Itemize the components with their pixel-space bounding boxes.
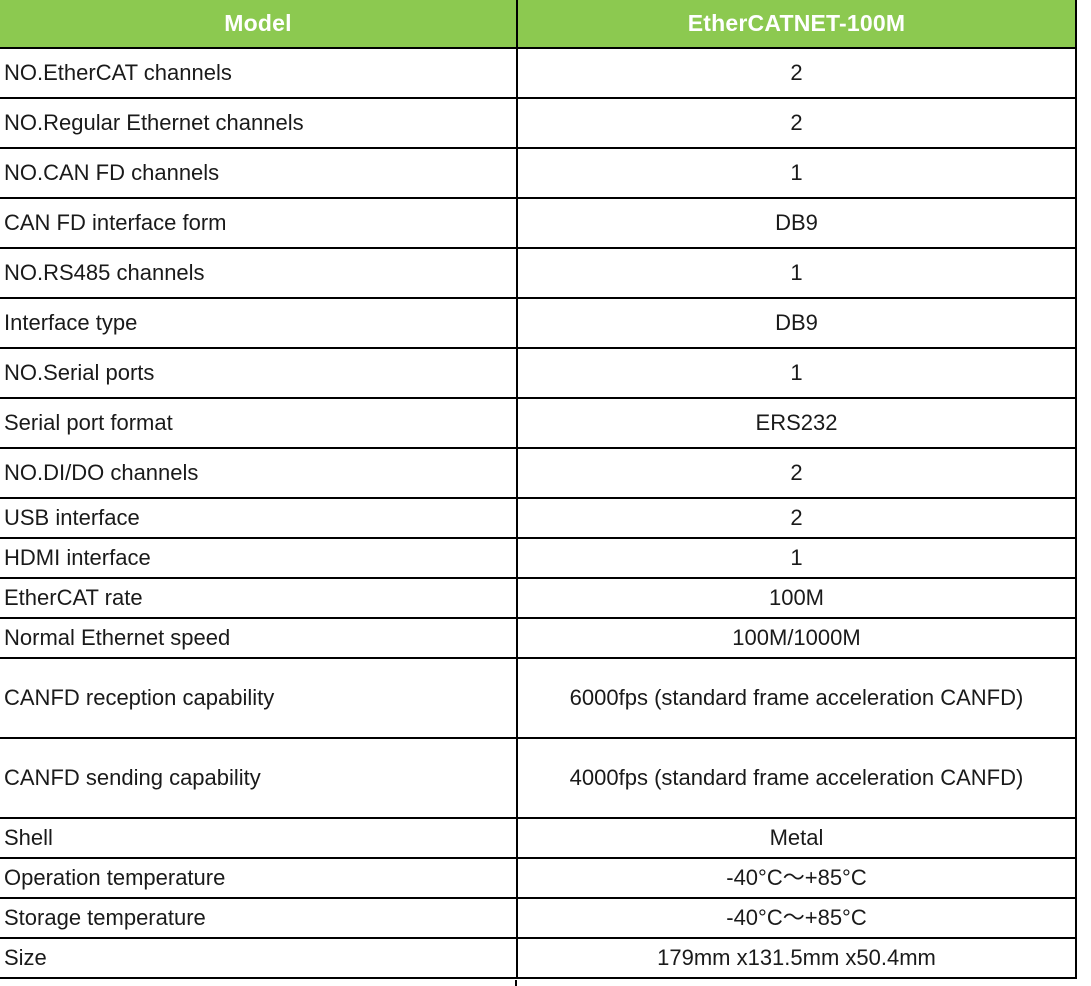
table-row: CANFD sending capability 4000fps (standar… bbox=[0, 738, 1077, 819]
spec-value-cell: 179mm x131.5mm x50.4mm bbox=[517, 938, 1077, 979]
table-row: CANFD reception capability 6000fps (stand… bbox=[0, 658, 1077, 739]
table-row: NO.Regular Ethernet channels 2 bbox=[0, 98, 1077, 149]
table-body: NO.EtherCAT channels 2 NO.Regular Ethernet… bbox=[0, 48, 1077, 979]
spec-value-cell: 2 bbox=[517, 498, 1077, 539]
spec-parameter-cell: NO.RS485 channels bbox=[0, 248, 518, 299]
spec-parameter-cell: NO.EtherCAT channels bbox=[0, 48, 518, 99]
spec-value-cell: 1 bbox=[517, 348, 1077, 399]
spec-parameter-cell: Interface type bbox=[0, 298, 518, 349]
spec-value-cell: -40°C～+85°C bbox=[517, 898, 1077, 939]
table-row: NO.RS485 channels 1 bbox=[0, 248, 1077, 299]
spec-value-cell: 100M/1000M bbox=[517, 618, 1077, 659]
spec-value-cell: 2 bbox=[517, 98, 1077, 149]
spec-parameter-cell: CANFD sending capability bbox=[0, 738, 518, 819]
spec-parameter-cell: Normal Ethernet speed bbox=[0, 618, 518, 659]
table-row: Operation temperature -40°C～+85°C bbox=[0, 858, 1077, 899]
column-divider-stub bbox=[515, 980, 517, 986]
table-header: Model EtherCATNET-100M bbox=[0, 0, 1077, 49]
column-header-product: EtherCATNET-100M bbox=[517, 0, 1077, 49]
spec-value-cell: DB9 bbox=[517, 198, 1077, 249]
spec-parameter-cell: NO.DI/DO channels bbox=[0, 448, 518, 499]
table-row: Size 179mm x131.5mm x50.4mm bbox=[0, 938, 1077, 979]
spec-value-cell: DB9 bbox=[517, 298, 1077, 349]
table-row: NO.EtherCAT channels 2 bbox=[0, 48, 1077, 99]
spec-value-cell: 6000fps (standard frame acceleration CAN… bbox=[517, 658, 1077, 739]
spec-value-cell: 1 bbox=[517, 248, 1077, 299]
spec-parameter-cell: Operation temperature bbox=[0, 858, 518, 899]
spec-parameter-cell: NO.Serial ports bbox=[0, 348, 518, 399]
spec-parameter-cell: CANFD reception capability bbox=[0, 658, 518, 739]
spec-value-cell: Metal bbox=[517, 818, 1077, 859]
table-row: NO.DI/DO channels 2 bbox=[0, 448, 1077, 499]
spec-parameter-cell: USB interface bbox=[0, 498, 518, 539]
spec-value-cell: -40°C～+85°C bbox=[517, 858, 1077, 899]
spec-value-cell: 2 bbox=[517, 48, 1077, 99]
spec-parameter-cell: NO.Regular Ethernet channels bbox=[0, 98, 518, 149]
spec-parameter-cell: Storage temperature bbox=[0, 898, 518, 939]
spec-value-cell: 1 bbox=[517, 538, 1077, 579]
column-header-model: Model bbox=[0, 0, 518, 49]
table-row: EtherCAT rate 100M bbox=[0, 578, 1077, 619]
spec-value-cell: 100M bbox=[517, 578, 1077, 619]
table-row: Serial port format ERS232 bbox=[0, 398, 1077, 449]
table-row: USB interface 2 bbox=[0, 498, 1077, 539]
table-row: Storage temperature -40°C～+85°C bbox=[0, 898, 1077, 939]
spec-value-cell: 2 bbox=[517, 448, 1077, 499]
spec-parameter-cell: NO.CAN FD channels bbox=[0, 148, 518, 199]
spec-parameter-cell: EtherCAT rate bbox=[0, 578, 518, 619]
table-row: NO.Serial ports 1 bbox=[0, 348, 1077, 399]
spec-parameter-cell: Size bbox=[0, 938, 518, 979]
spec-value-cell: 4000fps (standard frame acceleration CAN… bbox=[517, 738, 1077, 819]
spec-parameter-cell: CAN FD interface form bbox=[0, 198, 518, 249]
spec-parameter-cell: Serial port format bbox=[0, 398, 518, 449]
table-row: CAN FD interface form DB9 bbox=[0, 198, 1077, 249]
table-row: Shell Metal bbox=[0, 818, 1077, 859]
spec-parameter-cell: Shell bbox=[0, 818, 518, 859]
table-row: HDMI interface 1 bbox=[0, 538, 1077, 579]
spec-value-cell: 1 bbox=[517, 148, 1077, 199]
table-row: Interface type DB9 bbox=[0, 298, 1077, 349]
spec-parameter-cell: HDMI interface bbox=[0, 538, 518, 579]
table-row: NO.CAN FD channels 1 bbox=[0, 148, 1077, 199]
spec-value-cell: ERS232 bbox=[517, 398, 1077, 449]
table-row: Normal Ethernet speed 100M/1000M bbox=[0, 618, 1077, 659]
table-header-row: Model EtherCATNET-100M bbox=[0, 0, 1077, 49]
